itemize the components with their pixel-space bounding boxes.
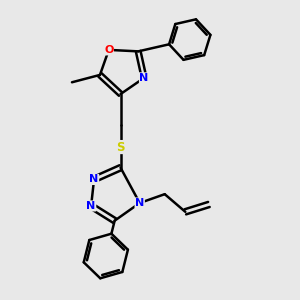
Text: N: N [89, 174, 99, 184]
Text: N: N [135, 198, 144, 208]
Text: O: O [104, 45, 113, 55]
Text: N: N [140, 73, 149, 83]
Text: N: N [86, 201, 96, 211]
Text: S: S [116, 141, 125, 154]
